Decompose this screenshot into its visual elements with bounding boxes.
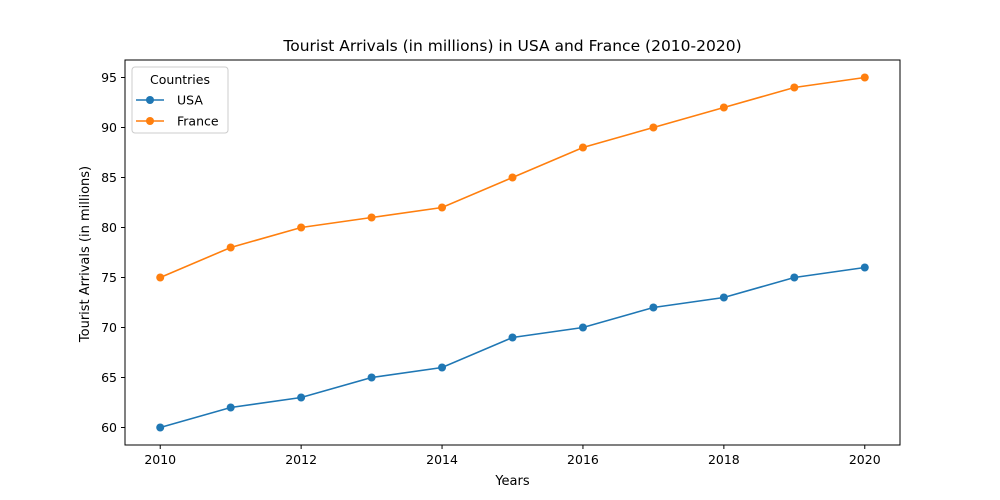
data-point-france [790,83,799,92]
data-point-france [438,203,447,212]
x-axis-label: Years [494,474,530,489]
data-point-usa [438,363,447,372]
legend-label-usa: USA [177,93,203,108]
legend: Countries USA France [131,66,229,134]
data-point-usa [790,273,799,282]
x-tick-label: 2020 [849,452,881,467]
legend-label-france: France [177,114,219,129]
data-point-usa [578,323,587,332]
data-point-france [508,173,517,182]
data-point-france [578,143,587,152]
y-tick-label: 80 [101,220,117,235]
data-point-usa [156,423,165,432]
data-point-france [719,103,728,112]
x-tick-label: 2012 [285,452,317,467]
legend-frame [131,66,229,134]
x-tick-label: 2010 [144,452,176,467]
series-line-usa [160,266,865,429]
data-point-usa [860,263,869,272]
legend-title: Countries [150,72,210,87]
y-tick-label: 90 [101,120,117,135]
data-point-usa [649,303,658,312]
y-tick-label: 75 [101,270,117,285]
data-point-france [649,123,658,132]
data-point-france [156,273,165,282]
data-point-france [367,213,376,222]
x-tick-label: 2014 [426,452,458,467]
legend-marker-france [146,117,154,125]
axes-frame [124,59,901,446]
y-tick-label: 95 [101,70,117,85]
y-axis-label: Tourist Arrivals (in millions) [78,166,93,343]
data-point-usa [297,393,306,402]
data-point-usa [367,373,376,382]
data-point-usa [226,403,235,412]
x-tick-label: 2016 [567,452,599,467]
y-tick-label: 65 [101,370,117,385]
data-point-usa [719,293,728,302]
y-tick-label: 85 [101,170,117,185]
y-tick-label: 60 [101,420,117,435]
y-tick-label: 70 [101,320,117,335]
data-point-france [297,223,306,232]
legend-marker-usa [146,96,154,104]
data-point-france [226,243,235,252]
plot-area: 2010 2012 2014 2016 2018 2020 60 65 70 75 80 85 90 95 [101,59,901,467]
chart-title: Tourist Arrivals (in millions) in USA an… [282,37,741,55]
data-point-france [860,73,869,82]
x-tick-label: 2018 [708,452,740,467]
data-point-usa [508,333,517,342]
